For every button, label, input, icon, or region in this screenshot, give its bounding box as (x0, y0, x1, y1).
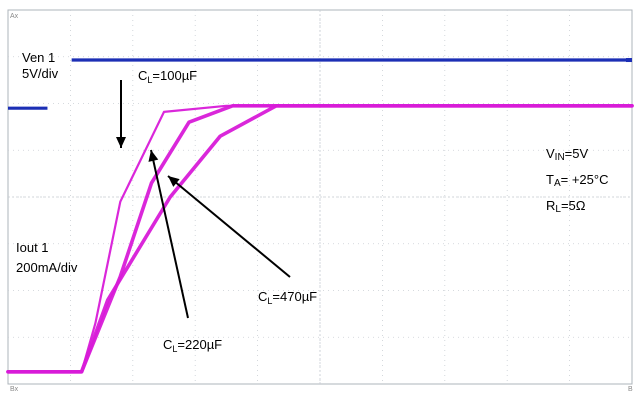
ven-channel-scale: 5V/div (22, 66, 59, 81)
arrow-cl-220uf-head (148, 150, 159, 162)
ven-channel-name: Ven 1 (22, 50, 55, 65)
corner-label-top-left: Ax (10, 13, 19, 20)
corner-label-bottom-right: B (628, 386, 633, 393)
arrow-cl-470uf-head (168, 176, 180, 187)
condition-vin: VIN=5V (546, 146, 588, 163)
iout-channel-scale: 200mA/div (16, 260, 78, 275)
callout-arrows (116, 80, 291, 319)
ven-trace-marker (626, 58, 632, 63)
condition-ta: TA= +25°C (546, 172, 608, 189)
label-cl-220uf: CL=220µF (163, 337, 222, 354)
label-cl-470uf: CL=470µF (258, 289, 317, 306)
iout-channel-name: Iout 1 (16, 240, 49, 255)
condition-rl: RL=5Ω (546, 198, 586, 215)
arrow-cl-470uf (167, 175, 291, 278)
iout-trace-3 (6, 104, 634, 374)
arrow-cl-100uf-head (116, 137, 126, 148)
label-cl-100uf: CL=100µF (138, 68, 197, 85)
graticule (8, 10, 632, 384)
waveform-traces (6, 58, 634, 374)
corner-label-bottom-left: Bx (10, 386, 19, 393)
arrow-cl-220uf (150, 149, 189, 319)
